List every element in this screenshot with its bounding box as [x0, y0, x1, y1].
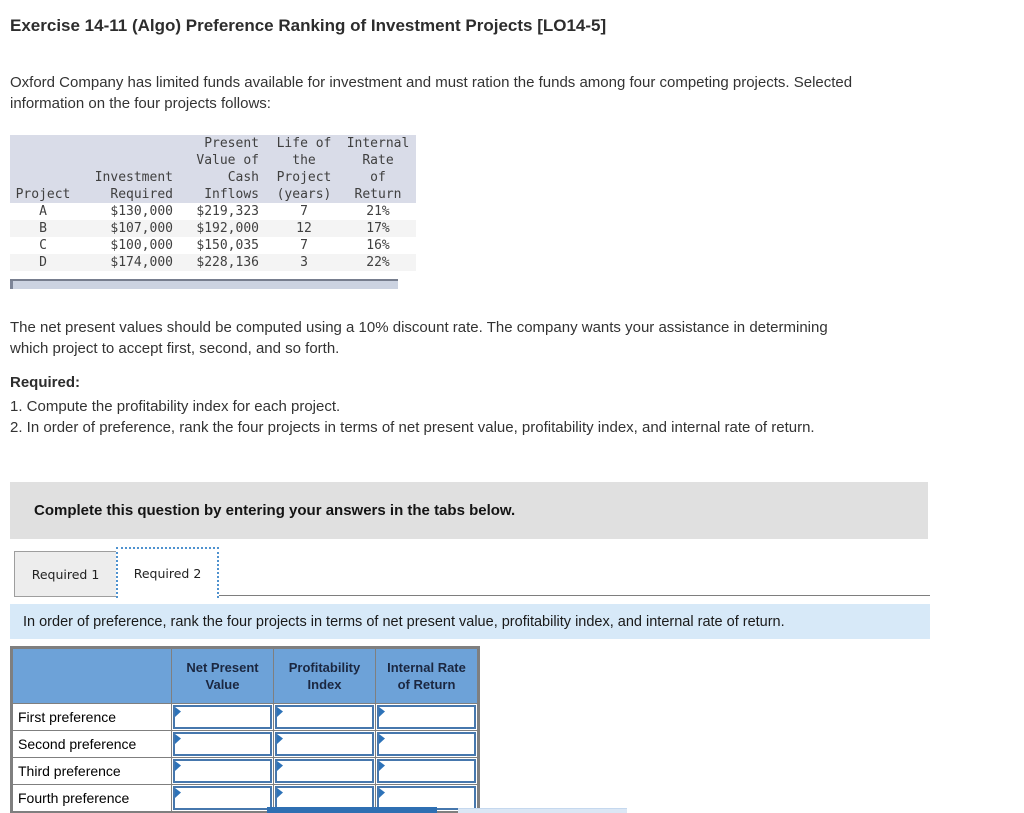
- dropdown-flag-icon: [379, 788, 385, 798]
- instruction-banner-text: Complete this question by entering your …: [34, 502, 516, 519]
- cell-project: B: [39, 221, 47, 236]
- pager-button-partial-right[interactable]: [458, 808, 627, 813]
- dropdown-flag-icon: [277, 761, 283, 771]
- row-label-first-preference: First preference: [12, 703, 172, 731]
- cell-project: D: [39, 255, 47, 270]
- answer-header-irr: Internal Rate of Return: [375, 648, 478, 704]
- cell-life: 7: [300, 204, 308, 219]
- dropdown-flag-icon: [379, 761, 385, 771]
- cell-irr: 22%: [366, 255, 390, 270]
- cell-pv: $219,323: [196, 204, 259, 219]
- header-life-of-project: Life of the Project (years): [268, 135, 340, 203]
- cell-irr: 21%: [366, 204, 390, 219]
- header-investment-required: Investment Required: [76, 135, 179, 203]
- answer-dropdown-irr-first[interactable]: [377, 705, 476, 729]
- tab-required-2[interactable]: Required 2: [116, 547, 219, 598]
- answer-dropdown-irr-second[interactable]: [377, 732, 476, 756]
- horizontal-scrollbar[interactable]: [10, 279, 398, 289]
- table-row-project-d: D $174,000 $228,136 3 22%: [10, 254, 416, 271]
- dropdown-flag-icon: [175, 761, 181, 771]
- row-label-second-preference: Second preference: [12, 730, 172, 758]
- answer-dropdown-irr-third[interactable]: [377, 759, 476, 783]
- answer-row-second: Second preference: [12, 730, 478, 758]
- tab-instruction-text: In order of preference, rank the four pr…: [23, 613, 785, 630]
- required-heading: Required:: [10, 374, 81, 391]
- answer-dropdown-npv-first[interactable]: [173, 705, 272, 729]
- cell-pv: $150,035: [196, 238, 259, 253]
- scrollbar-thumb[interactable]: [10, 281, 13, 289]
- dropdown-flag-icon: [277, 734, 283, 744]
- cell-project: C: [39, 238, 47, 253]
- answer-header-npv: Net Present Value: [171, 648, 274, 704]
- cell-investment: $130,000: [110, 204, 173, 219]
- pager-button-partial-left[interactable]: [267, 807, 437, 813]
- answer-dropdown-pi-third[interactable]: [275, 759, 374, 783]
- exercise-title: Exercise 14-11 (Algo) Preference Ranking…: [10, 16, 607, 35]
- tab-strip-divider: [217, 595, 930, 596]
- answer-dropdown-npv-second[interactable]: [173, 732, 272, 756]
- table-row-project-c: C $100,000 $150,035 7 16%: [10, 237, 416, 254]
- answer-header-row: Net Present Value Profitability Index In…: [12, 648, 478, 704]
- dropdown-flag-icon: [379, 707, 385, 717]
- dropdown-flag-icon: [277, 707, 283, 717]
- table-row-project-a: A $130,000 $219,323 7 21%: [10, 203, 416, 220]
- tab-required-1[interactable]: Required 1: [14, 551, 117, 597]
- required-item-1: 1. Compute the profitability index for e…: [10, 398, 341, 415]
- answer-row-third: Third preference: [12, 757, 478, 785]
- answer-header-pi: Profitability Index: [273, 648, 376, 704]
- answer-dropdown-npv-third[interactable]: [173, 759, 272, 783]
- answer-dropdown-pi-second[interactable]: [275, 732, 374, 756]
- cell-investment: $100,000: [110, 238, 173, 253]
- intro-paragraph: Oxford Company has limited funds availab…: [10, 74, 853, 112]
- tab-instruction-bar: In order of preference, rank the four pr…: [10, 604, 930, 639]
- answer-dropdown-irr-fourth[interactable]: [377, 786, 476, 810]
- cell-irr: 16%: [366, 238, 390, 253]
- dropdown-flag-icon: [175, 707, 181, 717]
- header-pv-cash-inflows: Present Value of Cash Inflows: [179, 135, 268, 203]
- cell-pv: $228,136: [196, 255, 259, 270]
- answer-row-first: First preference: [12, 703, 478, 731]
- answer-header-corner: [12, 648, 172, 704]
- cell-investment: $107,000: [110, 221, 173, 236]
- dropdown-flag-icon: [175, 788, 181, 798]
- answer-dropdown-pi-first[interactable]: [275, 705, 374, 729]
- row-label-fourth-preference: Fourth preference: [12, 784, 172, 812]
- dropdown-flag-icon: [277, 788, 283, 798]
- discount-rate-paragraph: The net present values should be compute…: [10, 319, 828, 357]
- answer-dropdown-npv-fourth[interactable]: [173, 786, 272, 810]
- table-row-project-b: B $107,000 $192,000 12 17%: [10, 220, 416, 237]
- required-item-2: 2. In order of preference, rank the four…: [10, 419, 815, 436]
- row-label-third-preference: Third preference: [12, 757, 172, 785]
- header-project: Project: [10, 135, 76, 203]
- cell-life: 12: [296, 221, 312, 236]
- cell-life: 3: [300, 255, 308, 270]
- dropdown-flag-icon: [175, 734, 181, 744]
- project-table-header-row: Project Investment Required Present Valu…: [10, 135, 416, 203]
- cell-life: 7: [300, 238, 308, 253]
- cell-irr: 17%: [366, 221, 390, 236]
- instruction-banner: Complete this question by entering your …: [10, 482, 928, 539]
- dropdown-flag-icon: [379, 734, 385, 744]
- project-info-table: Project Investment Required Present Valu…: [10, 135, 416, 271]
- cell-project: A: [39, 204, 47, 219]
- cell-investment: $174,000: [110, 255, 173, 270]
- cell-pv: $192,000: [196, 221, 259, 236]
- header-internal-rate: Internal Rate of Return: [340, 135, 416, 203]
- answer-table: Net Present Value Profitability Index In…: [10, 646, 480, 813]
